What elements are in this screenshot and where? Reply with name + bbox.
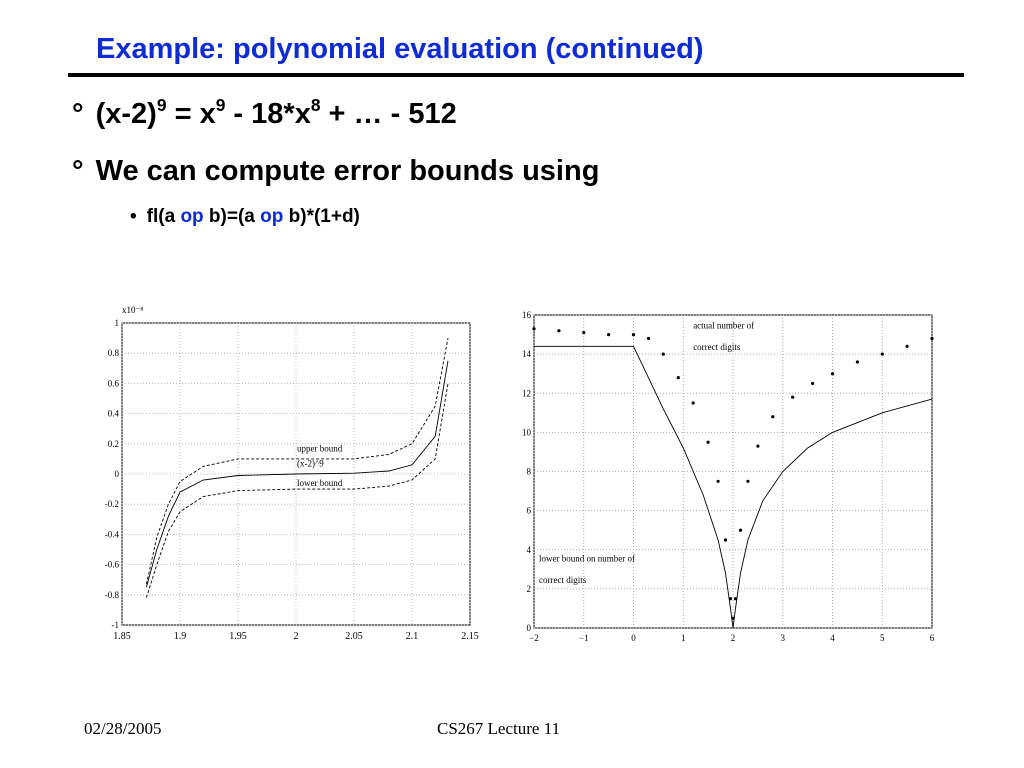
series-label: upper bound <box>297 443 343 453</box>
fl-op-2: op <box>260 206 284 227</box>
poly-sup-b: 9 <box>215 94 226 115</box>
y-tick-label: 0 <box>115 469 120 479</box>
poly-part-b: = x <box>166 98 216 130</box>
scatter-point <box>676 376 680 380</box>
scatter-point <box>855 360 859 364</box>
x-tick-label: 2.1 <box>406 631 419 642</box>
x-tick-label: 3 <box>781 633 786 643</box>
y-tick-label: 12 <box>522 388 531 398</box>
bullet-marker: ° <box>72 155 84 187</box>
y-tick-label: 14 <box>522 349 532 359</box>
scatter-point <box>661 352 665 356</box>
scatter-point <box>646 336 650 341</box>
scatter-point <box>582 331 586 335</box>
scatter-point <box>791 395 795 399</box>
poly-part-d: + … - 512 <box>320 98 457 130</box>
annotation-label: lower bound on number of <box>539 553 635 563</box>
x-tick-label: 0 <box>631 633 636 643</box>
scatter-point <box>716 479 720 483</box>
annotation-label: correct digits <box>693 342 741 352</box>
scatter-point <box>930 336 934 341</box>
y-tick-label: 16 <box>522 310 532 320</box>
scatter-point <box>607 333 611 337</box>
y-tick-label: 8 <box>527 467 532 477</box>
x-tick-label: 2.05 <box>345 631 363 642</box>
poly-sup-c: 8 <box>310 94 321 115</box>
y-tick-label: -1 <box>112 620 120 630</box>
x-tick-label: 1.9 <box>174 631 187 642</box>
series-line-1 <box>145 360 449 588</box>
sub-bullet-fl: • fl(a op b)=(a op b)*(1+d) <box>130 206 360 228</box>
x-tick-label: −1 <box>579 633 589 643</box>
annotation-label: correct digits <box>539 575 587 585</box>
series-label: lower bound <box>297 478 343 488</box>
y-tick-label: 1 <box>115 318 120 328</box>
scatter-point <box>880 352 884 356</box>
fl-part-3: b)*(1+d) <box>283 206 360 227</box>
slide-title: Example: polynomial evaluation (continue… <box>96 33 704 65</box>
y-tick-label: 0.8 <box>108 348 120 358</box>
scatter-point <box>557 329 561 333</box>
y-tick-label: 0.2 <box>108 439 119 449</box>
bullet-marker: ° <box>72 98 84 130</box>
chart-polynomial-bounds: 1.85 1.9 1.95 2 2.05 2.1 2.15 1 0.8 0.6 0.4 0.2 0 -0.… <box>105 305 479 642</box>
x-tick-label: 6 <box>930 633 935 643</box>
poly-part-c: - 18*x <box>225 98 311 130</box>
scatter-point <box>738 528 743 532</box>
scatter-point <box>723 538 728 542</box>
y-tick-label: 10 <box>522 427 532 437</box>
bullet-error-bounds: ° We can compute error bounds using <box>72 155 599 188</box>
sub-bullet-marker: • <box>130 206 137 227</box>
x-tick-label: 2 <box>294 631 299 642</box>
scatter-point <box>771 415 775 419</box>
series-line-2 <box>145 383 449 598</box>
x-tick-label: 1.95 <box>229 631 247 642</box>
footer-lecture: CS267 Lecture 11 <box>437 719 561 738</box>
y-tick-label: 0.6 <box>108 378 120 388</box>
multiplier-label: x10⁻⁸ <box>122 305 143 315</box>
scatter-point <box>532 327 536 331</box>
title-rule <box>68 73 964 77</box>
y-tick-label: -0.2 <box>105 499 119 509</box>
y-tick-label: 2 <box>527 584 532 594</box>
scatter-point <box>746 479 750 483</box>
lower-bound-line <box>534 345 933 629</box>
x-tick-label: 4 <box>830 633 835 643</box>
bullet-text: We can compute error bounds using <box>95 155 600 187</box>
y-tick-label: 4 <box>527 545 532 555</box>
y-tick-label: -0.4 <box>105 529 120 539</box>
scatter-point <box>905 344 909 348</box>
footer-date: 02/28/2005 <box>84 719 162 738</box>
x-tick-label: 2.15 <box>461 631 479 642</box>
y-tick-label: 0.4 <box>108 409 120 419</box>
scatter-point <box>830 372 835 376</box>
series-label: (x-2)^9 <box>297 458 324 468</box>
y-tick-label: 6 <box>527 506 532 516</box>
series-line-0 <box>145 338 449 585</box>
x-tick-label: 5 <box>880 633 885 643</box>
scatter-point <box>811 381 815 386</box>
poly-sup-a: 9 <box>156 94 167 115</box>
x-tick-label: 1.85 <box>113 631 131 642</box>
fl-part-2: b)=(a <box>203 206 261 227</box>
scatter-point <box>733 597 738 601</box>
scatter-point <box>728 597 733 601</box>
y-tick-label: -0.8 <box>105 590 120 600</box>
x-tick-label: −2 <box>529 633 539 643</box>
bullet-polynomial: ° (x-2)9 = x9 - 18*x8 + … - 512 <box>72 94 457 131</box>
scatter-point <box>631 333 636 337</box>
x-tick-label: 1 <box>681 633 686 643</box>
poly-part-a: (x-2) <box>95 98 157 130</box>
x-tick-label: 2 <box>731 633 736 643</box>
scatter-point <box>756 444 760 448</box>
y-tick-label: -0.6 <box>105 560 120 570</box>
scatter-point <box>706 440 710 444</box>
y-tick-label: 0 <box>527 623 532 633</box>
fl-part-1: fl(a <box>146 206 181 227</box>
fl-op-1: op <box>180 206 204 227</box>
annotation-label: actual number of <box>693 321 754 331</box>
scatter-point <box>691 401 695 405</box>
